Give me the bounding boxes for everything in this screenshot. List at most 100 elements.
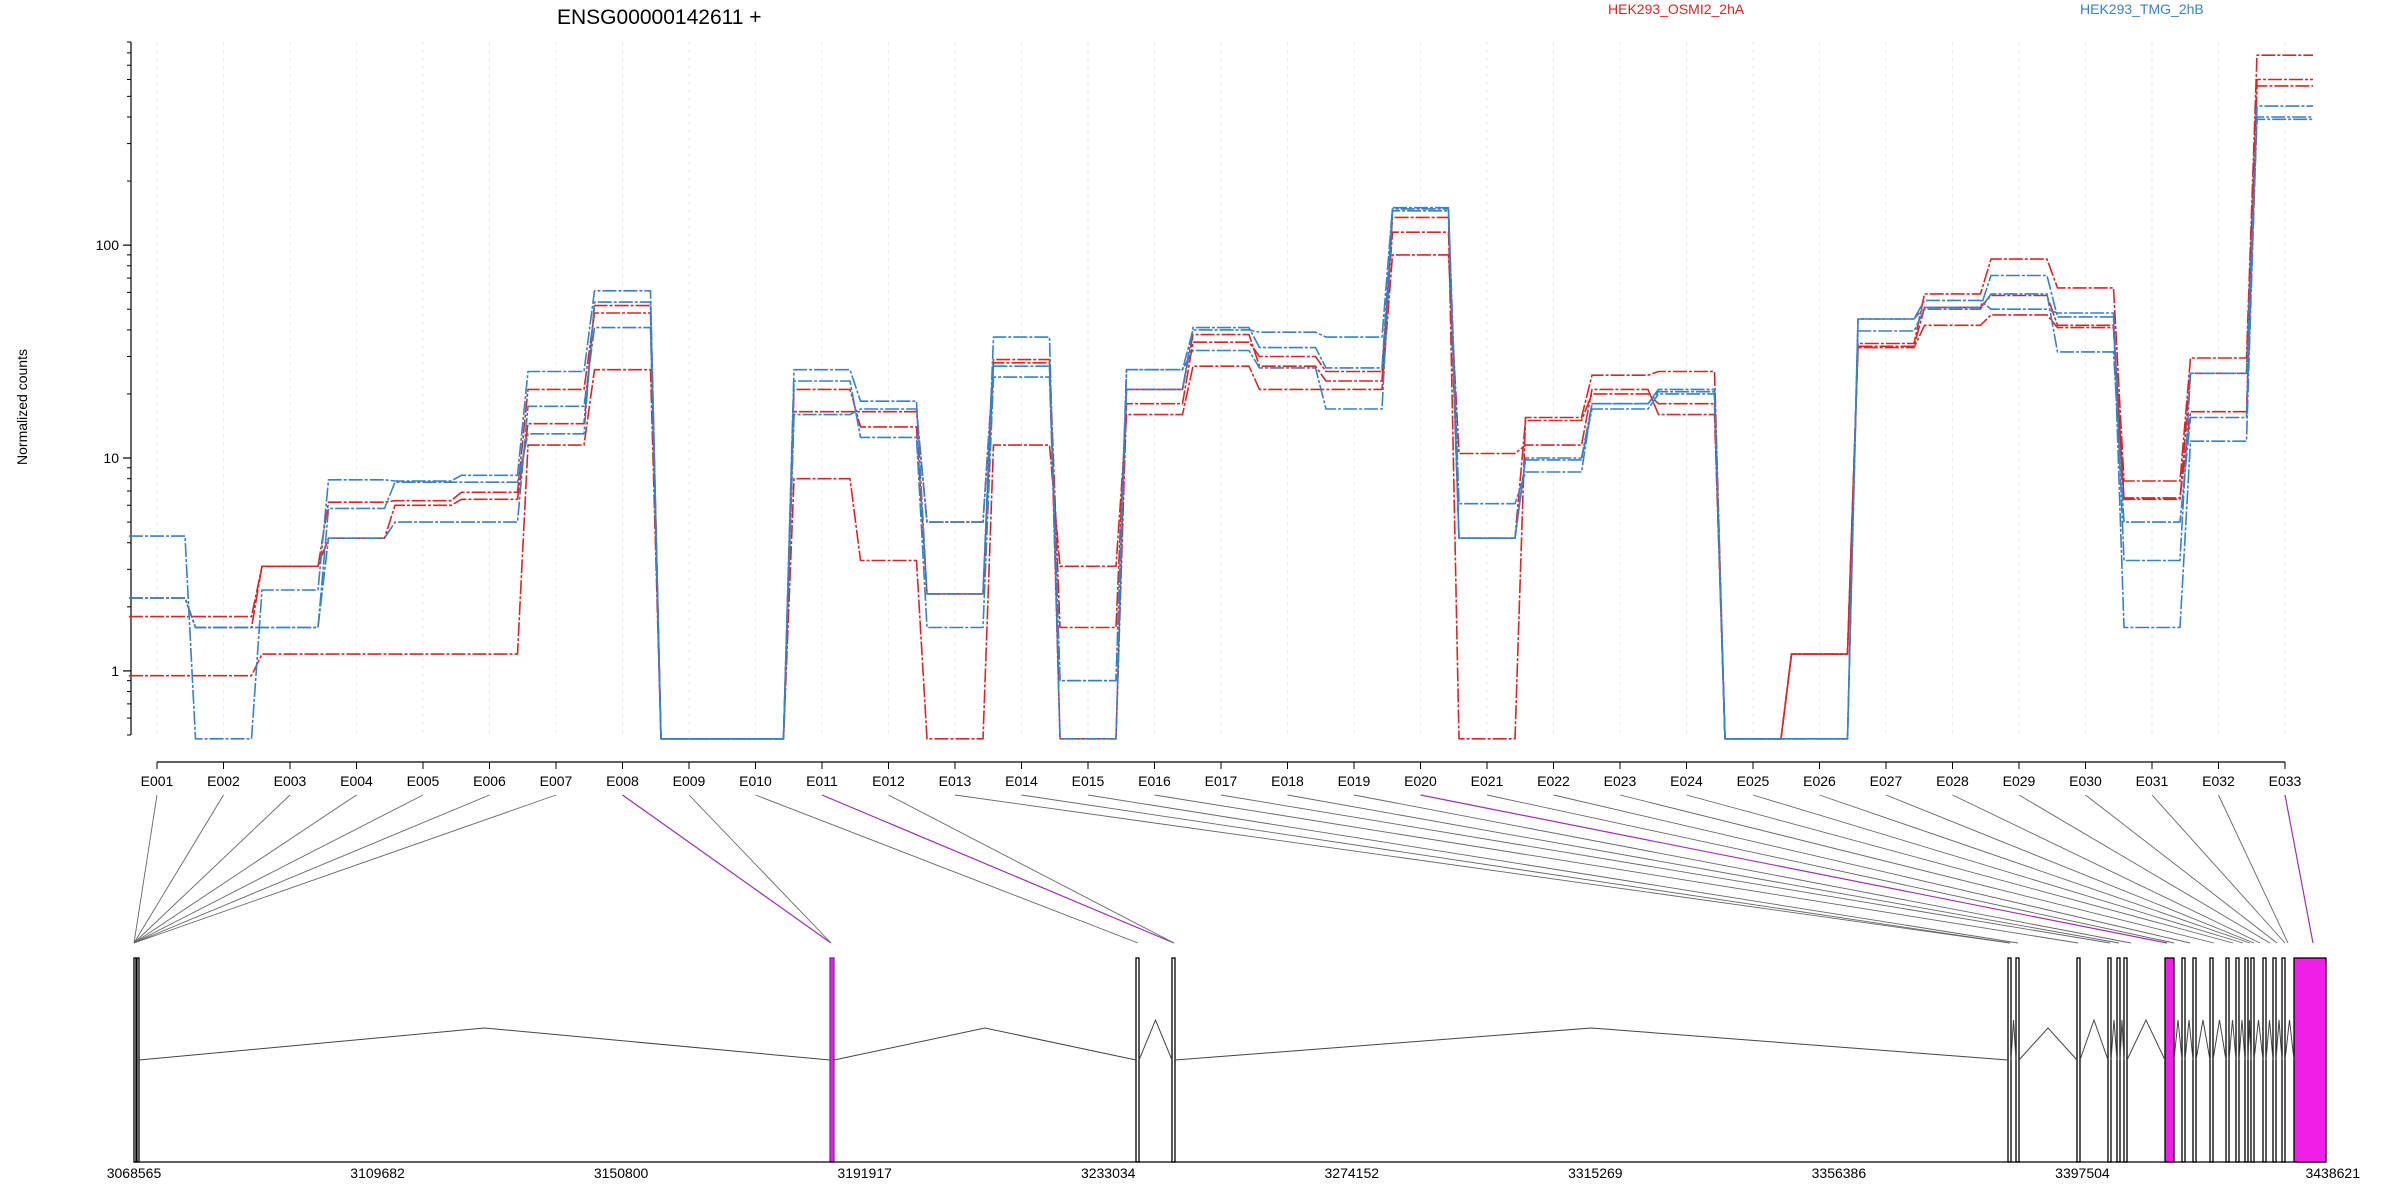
gene-exon-block [2076, 957, 2081, 1163]
connector-E017 [1220, 794, 2111, 944]
chart-title: ENSG00000142611 + [557, 6, 762, 29]
x-tick-label-E020: E020 [1404, 773, 1437, 789]
gene-exon-block [2244, 957, 2249, 1163]
gene-exon-block [2209, 957, 2214, 1163]
connector-E011 [821, 794, 1175, 944]
connector-E009 [688, 794, 832, 944]
legend-entry-osmi2: HEK293_OSMI2_2hA [1608, 1, 1745, 17]
connector-E033 [2284, 794, 2314, 944]
genomic-tick-label: 3191917 [837, 1165, 892, 1181]
x-tick-label-E003: E003 [274, 773, 307, 789]
intron-line [2173, 1019, 2183, 1061]
gene-exon-block [2293, 957, 2327, 1163]
x-tick-label-E006: E006 [473, 773, 506, 789]
gene-exon-block [2225, 957, 2230, 1163]
gene-exon-block [2107, 957, 2112, 1163]
intron-line [2284, 1019, 2295, 1061]
x-tick-label-E015: E015 [1072, 773, 1105, 789]
connector-E008 [622, 794, 832, 944]
genomic-tick-label: 3397504 [2055, 1165, 2110, 1181]
genomic-tick-label: 3315269 [1568, 1165, 1623, 1181]
intron-line [2018, 1027, 2078, 1061]
x-tick-label-E021: E021 [1471, 773, 1504, 789]
y-axis: 1 10 100 [96, 41, 132, 736]
connector-E015 [1087, 794, 2019, 944]
x-tick-label-E027: E027 [1870, 773, 1903, 789]
x-tick-label-E014: E014 [1005, 773, 1038, 789]
gene-exon-block [2192, 957, 2197, 1163]
exon-connector-lines [133, 794, 2314, 944]
series-line-3 [129, 105, 2313, 740]
gene-exon-block [2116, 957, 2121, 1163]
x-tick-label-E026: E026 [1803, 773, 1836, 789]
gene-exon-block [2250, 957, 2255, 1163]
connector-E003 [133, 794, 291, 944]
gene-exon-block [2235, 957, 2240, 1163]
gene-exon-block [136, 957, 140, 1163]
gene-exon-block [133, 957, 137, 1163]
intron-line [2265, 1019, 2274, 1061]
connector-E018 [1287, 794, 2120, 944]
genomic-tick-label: 3233034 [1081, 1165, 1136, 1181]
connector-E014 [1021, 794, 2011, 944]
connector-E012 [888, 794, 1175, 944]
connector-E007 [133, 794, 557, 944]
intron-line [1138, 1018, 1173, 1061]
legend-entry-tmg: HEK293_TMG_2hB [2080, 1, 2204, 17]
genomic-tick-label: 3109682 [350, 1165, 405, 1181]
intron-line [2184, 1019, 2194, 1061]
connector-E031 [2151, 794, 2286, 944]
genomic-tick-label: 3068565 [107, 1165, 162, 1181]
connector-E019 [1353, 794, 2132, 944]
intron-line [2228, 1019, 2237, 1061]
gene-exon-block [1171, 957, 1176, 1163]
connector-E029 [2018, 794, 2271, 944]
x-tick-label-E019: E019 [1338, 773, 1371, 789]
x-tick-label-E030: E030 [2069, 773, 2102, 789]
connector-E020 [1420, 794, 2168, 944]
series-line-1 [129, 54, 2313, 740]
x-tick-label-E012: E012 [872, 773, 905, 789]
genomic-tick-label: 3438621 [2305, 1165, 2360, 1181]
series-line-4 [129, 116, 2313, 740]
intron-line [2275, 1019, 2283, 1061]
intron-line [2110, 1019, 2118, 1061]
x-tick-label-E002: E002 [207, 773, 240, 789]
gene-exon-block [2007, 957, 2012, 1163]
gene-exon-block [829, 957, 835, 1163]
connector-E013 [954, 794, 2011, 944]
x-tick-label-E028: E028 [1936, 773, 1969, 789]
series-line-0 [129, 85, 2313, 740]
x-tick-label-E010: E010 [739, 773, 772, 789]
gene-exon-block [2281, 957, 2286, 1163]
connector-E028 [1952, 794, 2261, 944]
x-tick-label-E011: E011 [806, 773, 838, 789]
connector-E024 [1686, 794, 2234, 944]
x-tick-label-E031: E031 [2136, 773, 2169, 789]
genomic-tick-label: 3356386 [1812, 1165, 1867, 1181]
series-lines [129, 54, 2313, 740]
gene-exon-block [2262, 957, 2267, 1163]
intron-line [2195, 1019, 2211, 1061]
x-tick-label-E007: E007 [540, 773, 573, 789]
gene-exon-block [2181, 957, 2186, 1163]
x-tick-label-E032: E032 [2202, 773, 2235, 789]
gene-exon-block [2164, 957, 2175, 1163]
connector-E026 [1819, 794, 2251, 944]
connector-E025 [1752, 794, 2244, 944]
x-tick-label-E023: E023 [1604, 773, 1637, 789]
connector-E023 [1619, 794, 2215, 944]
x-tick-label-E033: E033 [2269, 773, 2302, 789]
y-tick-label: 1 [111, 663, 119, 679]
connector-E016 [1154, 794, 2079, 944]
x-tick-label-E004: E004 [340, 773, 373, 789]
x-tick-label-E025: E025 [1737, 773, 1770, 789]
connector-E006 [133, 794, 490, 944]
intron-line [2238, 1019, 2246, 1061]
connector-E032 [2218, 794, 2289, 944]
x-tick-label-E017: E017 [1205, 773, 1238, 789]
connector-E022 [1553, 794, 2191, 944]
genomic-axis: 3068565 3109682 3150800 3191917 3233034 32741… [107, 1161, 2360, 1181]
y-axis-label: Normalized counts [14, 349, 30, 465]
